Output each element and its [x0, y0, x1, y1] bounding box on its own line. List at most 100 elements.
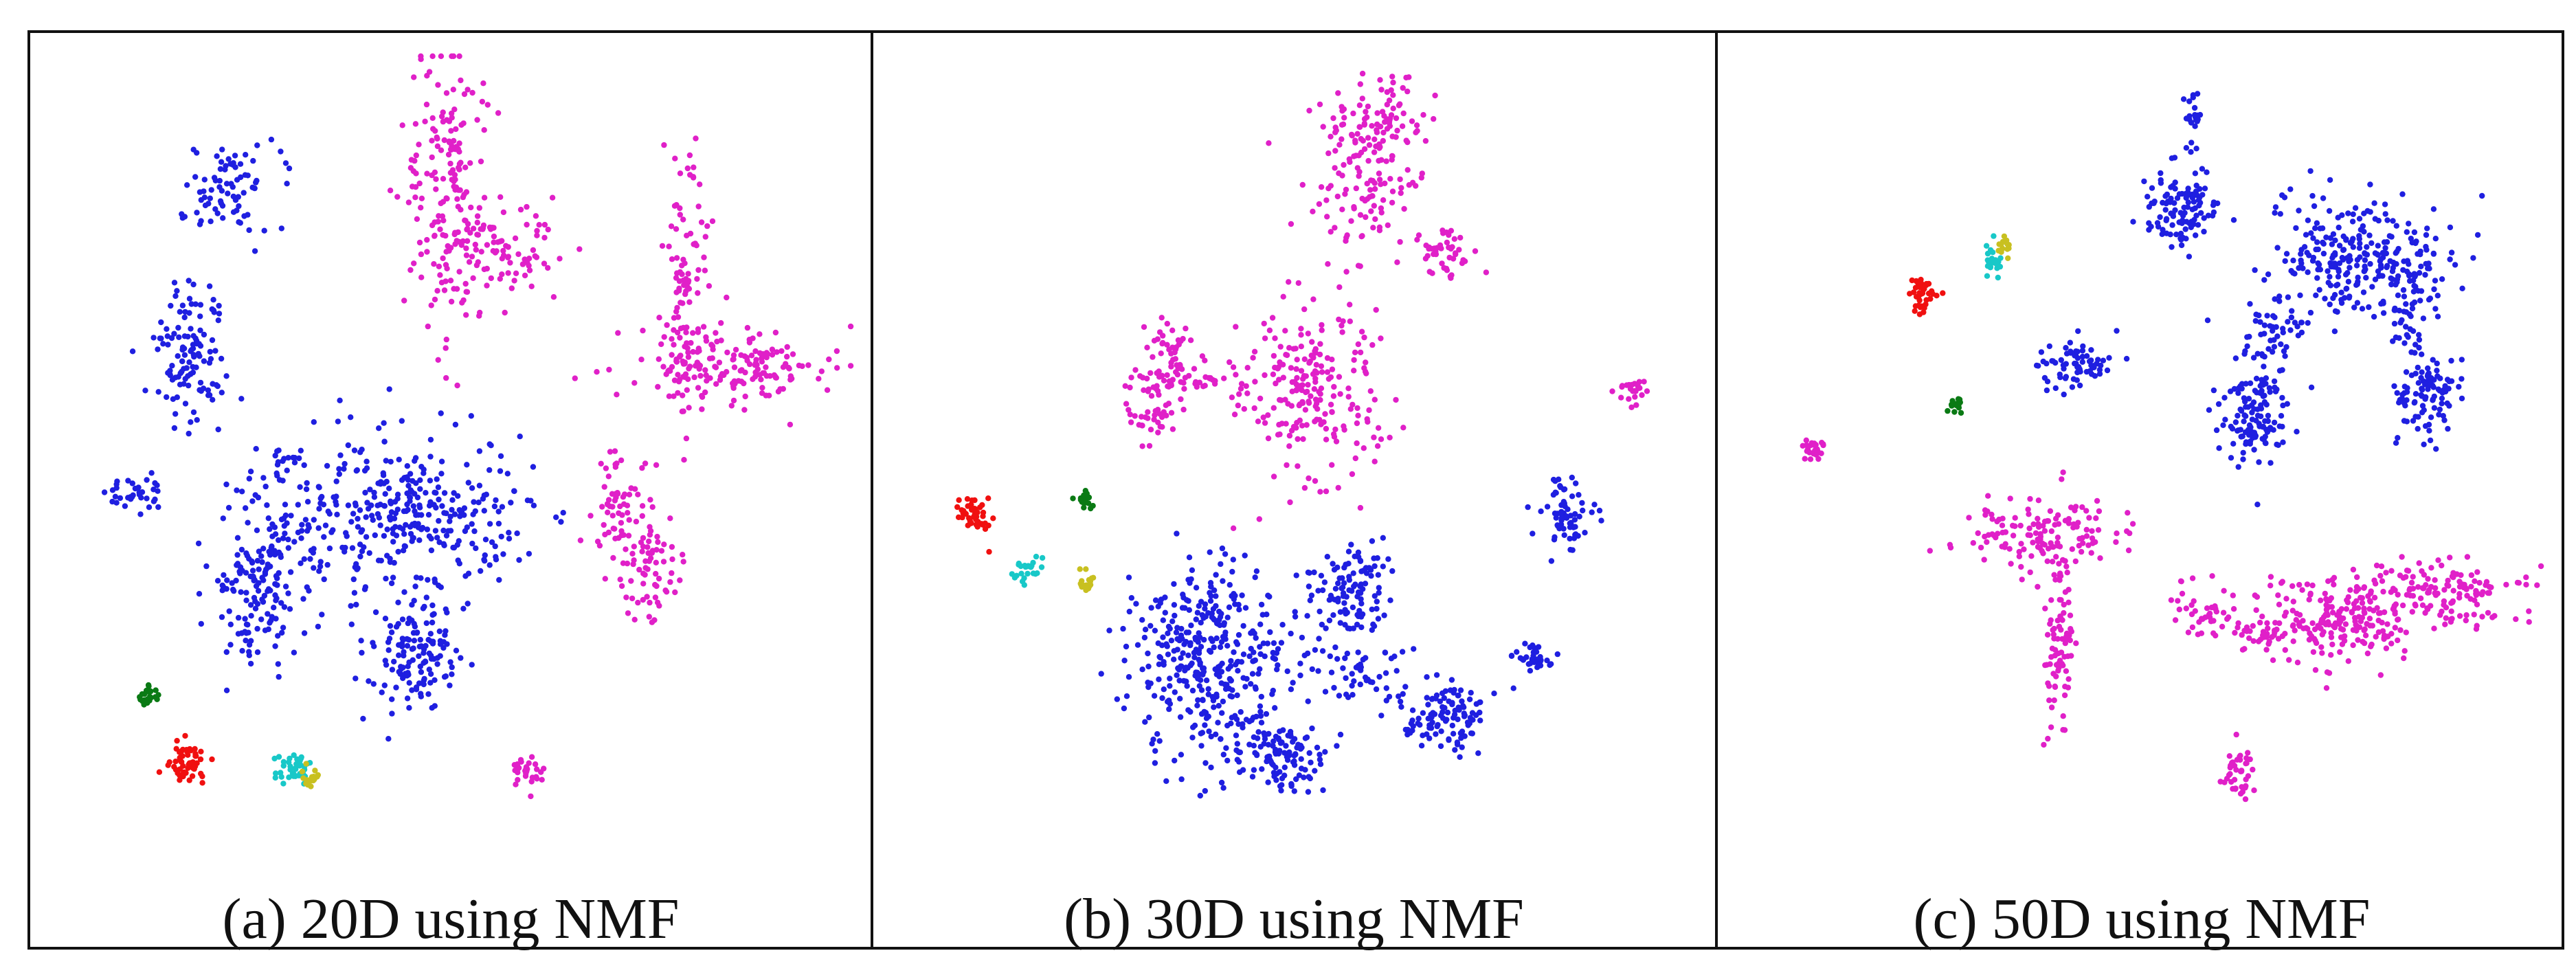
scatter-point: [432, 169, 438, 175]
scatter-point: [235, 631, 242, 637]
scatter-point: [2210, 618, 2217, 624]
scatter-point: [2429, 382, 2436, 389]
scatter-point: [1230, 557, 1237, 563]
scatter-point: [169, 363, 175, 369]
scatter-point: [412, 458, 418, 464]
scatter-point: [1345, 548, 1352, 554]
scatter-point: [404, 673, 410, 679]
scatter-point: [2210, 630, 2217, 636]
scatter-point: [752, 369, 759, 376]
scatter-point: [2238, 407, 2245, 414]
scatter-point: [1121, 705, 1128, 712]
scatter-point: [2388, 234, 2395, 240]
scatter-point: [1177, 714, 1184, 720]
scatter-point: [1371, 149, 1378, 155]
scatter-point: [2314, 220, 2320, 226]
scatter-point: [1165, 401, 1172, 407]
scatter-point: [669, 256, 675, 262]
scatter-point: [694, 276, 700, 282]
scatter-point: [1366, 565, 1372, 571]
scatter-point: [1281, 764, 1288, 771]
scatter-point: [2209, 573, 2215, 579]
scatter-point: [436, 628, 443, 634]
scatter-point: [2067, 612, 2074, 618]
scatter-point: [1213, 731, 1219, 738]
scatter-point: [2074, 369, 2081, 376]
scatter-point: [1257, 703, 1264, 709]
scatter-point: [255, 494, 262, 501]
scatter-point: [1229, 394, 1235, 401]
scatter-point: [2254, 412, 2261, 418]
scatter-point: [348, 603, 354, 609]
scatter-point: [424, 526, 430, 533]
scatter-point: [1987, 264, 1993, 271]
scatter-point: [1341, 161, 1347, 168]
scatter-point: [153, 687, 159, 693]
scatter-point: [2261, 277, 2267, 283]
scatter-point: [1393, 668, 1400, 674]
scatter-point: [454, 382, 460, 389]
scatter-point: [2191, 216, 2197, 223]
scatter-point: [1433, 731, 1439, 737]
scatter-point: [315, 772, 321, 778]
scatter-point: [545, 265, 551, 271]
scatter-point: [1522, 640, 1528, 647]
scatter-point: [2228, 778, 2235, 785]
scatter-point: [2391, 383, 2397, 390]
scatter-point: [392, 524, 399, 530]
scatter-point: [422, 658, 429, 664]
scatter-point: [2094, 497, 2101, 504]
scatter-point: [175, 324, 181, 331]
scatter-point: [172, 374, 179, 381]
scatter-point: [1424, 695, 1430, 701]
scatter-point: [1208, 764, 1214, 771]
scatter-point: [2027, 569, 2033, 576]
scatter-point: [418, 693, 424, 699]
scatter-point: [210, 381, 216, 387]
scatter-point: [262, 569, 269, 575]
scatter-point: [724, 294, 730, 301]
scatter-point: [2226, 753, 2232, 759]
scatter-point: [469, 89, 475, 96]
scatter-point: [469, 485, 475, 491]
scatter-point: [515, 776, 521, 783]
scatter-point: [272, 531, 279, 537]
scatter-point: [476, 205, 482, 211]
scatter-point: [1208, 583, 1214, 590]
scatter-point: [2251, 406, 2257, 412]
scatter-point: [2180, 96, 2187, 102]
scatter-point: [1256, 516, 1263, 522]
scatter-point: [2359, 306, 2366, 312]
scatter-point: [1322, 749, 1328, 755]
scatter-point: [2312, 225, 2318, 232]
scatter-point: [2393, 250, 2399, 256]
scatter-point: [407, 471, 414, 477]
scatter-point: [2474, 590, 2480, 597]
scatter-point: [2380, 588, 2386, 595]
scatter-point: [401, 649, 407, 655]
scatter-point: [2195, 117, 2201, 123]
scatter-point: [1393, 396, 1399, 403]
scatter-point: [746, 361, 753, 368]
scatter-point: [381, 420, 387, 426]
scatter-point: [2372, 581, 2379, 587]
scatter-point: [1354, 420, 1360, 427]
scatter-point: [1285, 401, 1291, 407]
scatter-point: [381, 438, 388, 445]
scatter-point: [2372, 216, 2378, 222]
scatter-point: [181, 352, 188, 358]
scatter-point: [1206, 647, 1213, 654]
scatter-point: [311, 565, 317, 571]
scatter-point: [2096, 370, 2103, 377]
scatter-point: [2243, 776, 2249, 783]
scatter-point: [483, 491, 489, 497]
scatter-point: [410, 503, 416, 509]
scatter-point: [1296, 772, 1303, 778]
scatter-point: [1171, 656, 1177, 662]
scatter-point: [1348, 131, 1355, 138]
scatter-point: [1557, 510, 1564, 517]
scatter-point: [370, 640, 376, 646]
scatter-point: [412, 184, 419, 190]
scatter-point: [1188, 623, 1194, 629]
scatter-point: [2058, 649, 2065, 655]
